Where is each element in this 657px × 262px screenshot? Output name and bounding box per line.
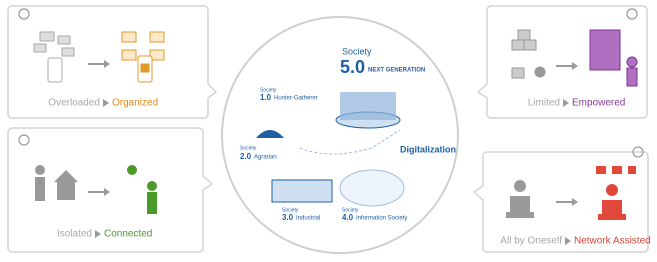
from-label: Overloaded	[48, 98, 100, 109]
stage-number: 4.0	[342, 213, 354, 222]
title-big: 5.0	[340, 57, 365, 77]
digitalization-label: Digitalization	[400, 144, 456, 154]
to-label: Empowered	[572, 98, 625, 109]
center-circle	[222, 17, 458, 253]
from-label: All by Oneself	[500, 236, 562, 247]
from-label: Isolated	[57, 229, 92, 240]
to-label: Network Assisted	[574, 236, 651, 247]
title-small: Society	[342, 46, 372, 56]
to-label: Organized	[112, 98, 158, 109]
to-label: Connected	[104, 229, 152, 240]
stage-name: Industrial	[296, 216, 320, 222]
stage-label: Society	[240, 145, 257, 151]
stage-name: Information Society	[356, 216, 407, 222]
title-sub: NEXT GENERATION	[368, 68, 425, 74]
from-label: Limited	[528, 98, 560, 109]
stage-number: 1.0	[260, 93, 272, 102]
stage-name: Hunter-Gatherer	[274, 96, 318, 102]
stage-number: 2.0	[240, 152, 252, 161]
stage-number: 3.0	[282, 213, 294, 222]
infographic: Overloaded Organized Limited Empowered I…	[0, 0, 657, 262]
stage-name: Agrarian	[254, 155, 277, 161]
